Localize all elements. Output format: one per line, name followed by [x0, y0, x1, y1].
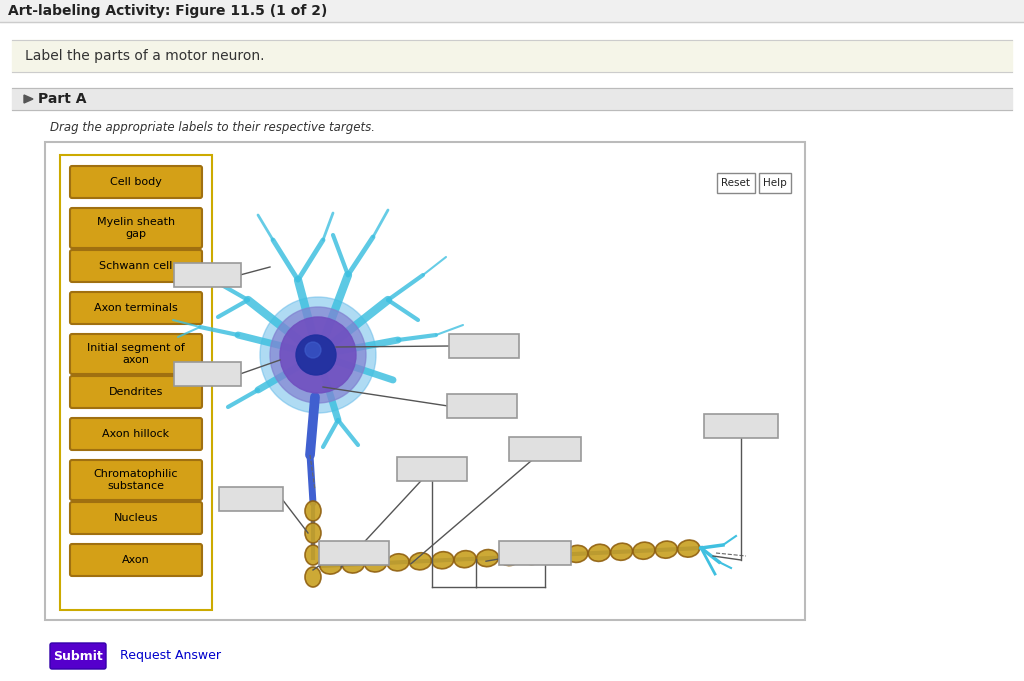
FancyBboxPatch shape [219, 487, 283, 511]
Text: Art-labeling Activity: Figure 11.5 (1 of 2): Art-labeling Activity: Figure 11.5 (1 of… [8, 4, 328, 18]
FancyBboxPatch shape [447, 394, 517, 418]
Ellipse shape [432, 552, 454, 569]
Ellipse shape [476, 550, 499, 567]
FancyBboxPatch shape [449, 334, 519, 358]
FancyBboxPatch shape [70, 166, 202, 198]
FancyBboxPatch shape [70, 376, 202, 408]
FancyBboxPatch shape [70, 502, 202, 534]
FancyBboxPatch shape [499, 541, 571, 565]
FancyBboxPatch shape [70, 208, 202, 248]
Text: Label the parts of a motor neuron.: Label the parts of a motor neuron. [25, 49, 264, 63]
FancyBboxPatch shape [70, 418, 202, 450]
Bar [0, 0, 1024, 22]
Text: Chromatophilic
substance: Chromatophilic substance [94, 469, 178, 491]
FancyBboxPatch shape [509, 437, 581, 461]
Ellipse shape [655, 541, 677, 558]
FancyBboxPatch shape [50, 643, 106, 669]
Ellipse shape [305, 545, 321, 565]
Text: Help: Help [763, 178, 786, 188]
Circle shape [296, 335, 336, 375]
Bar [12, 40, 1012, 72]
Ellipse shape [410, 553, 431, 570]
Circle shape [305, 342, 321, 358]
FancyBboxPatch shape [70, 292, 202, 324]
FancyBboxPatch shape [70, 250, 202, 282]
Bar [60, 155, 212, 610]
Circle shape [280, 317, 356, 393]
Text: Axon terminals: Axon terminals [94, 303, 178, 313]
Text: Part A: Part A [38, 92, 86, 106]
Text: Reset: Reset [722, 178, 751, 188]
Bar [12, 88, 1012, 110]
Ellipse shape [633, 542, 655, 559]
Ellipse shape [342, 556, 365, 573]
Ellipse shape [455, 551, 476, 568]
Ellipse shape [305, 501, 321, 521]
Polygon shape [24, 95, 33, 103]
FancyBboxPatch shape [70, 544, 202, 576]
Circle shape [270, 307, 366, 403]
Text: Dendrites: Dendrites [109, 387, 163, 397]
Ellipse shape [305, 523, 321, 543]
FancyBboxPatch shape [70, 334, 202, 374]
Ellipse shape [305, 567, 321, 587]
Text: Schwann cell: Schwann cell [99, 261, 173, 271]
Circle shape [260, 297, 376, 413]
Ellipse shape [321, 557, 342, 574]
FancyBboxPatch shape [397, 457, 467, 481]
Ellipse shape [566, 545, 588, 563]
FancyBboxPatch shape [174, 362, 241, 386]
Text: Myelin sheath
gap: Myelin sheath gap [97, 217, 175, 239]
Ellipse shape [678, 540, 699, 557]
Text: Submit: Submit [53, 650, 102, 663]
FancyBboxPatch shape [759, 173, 791, 193]
Text: Drag the appropriate labels to their respective targets.: Drag the appropriate labels to their res… [50, 121, 375, 135]
Ellipse shape [499, 548, 521, 566]
Ellipse shape [365, 555, 387, 572]
Text: Axon: Axon [122, 555, 150, 565]
Ellipse shape [588, 544, 610, 561]
Ellipse shape [544, 546, 565, 563]
Text: Axon hillock: Axon hillock [102, 429, 170, 439]
Ellipse shape [521, 548, 543, 565]
Text: Request Answer: Request Answer [120, 650, 221, 663]
Text: Nucleus: Nucleus [114, 513, 159, 523]
Text: Initial segment of
axon: Initial segment of axon [87, 343, 185, 365]
FancyBboxPatch shape [717, 173, 755, 193]
Ellipse shape [610, 543, 633, 560]
Text: Cell body: Cell body [110, 177, 162, 187]
FancyBboxPatch shape [70, 460, 202, 500]
FancyBboxPatch shape [174, 263, 241, 287]
Bar [45, 142, 805, 620]
FancyBboxPatch shape [705, 414, 778, 438]
FancyBboxPatch shape [319, 541, 389, 565]
Ellipse shape [387, 554, 409, 571]
